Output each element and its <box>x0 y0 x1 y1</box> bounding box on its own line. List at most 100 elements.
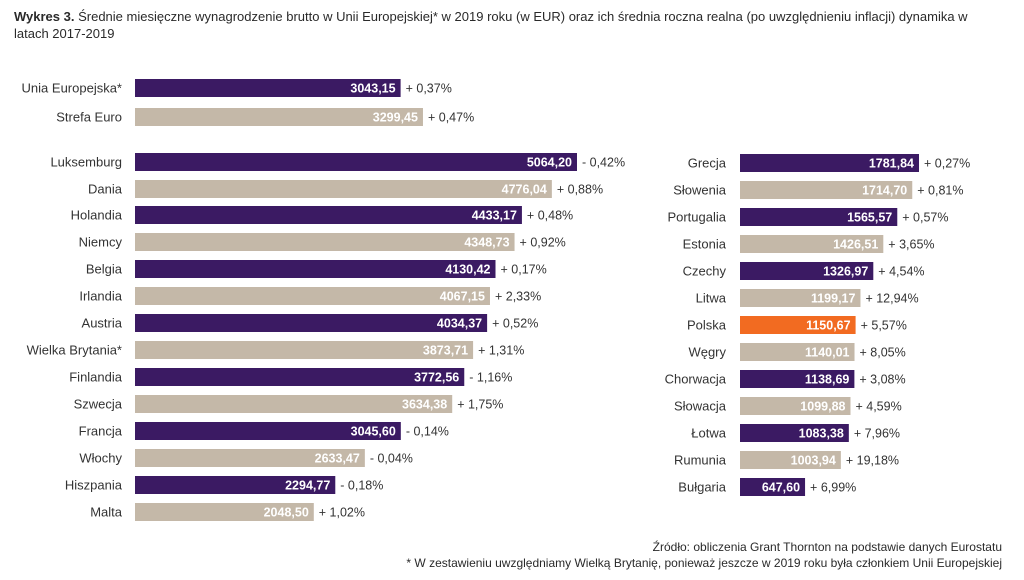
chart-title: Wykres 3. Średnie miesięczne wynagrodzen… <box>14 8 1004 42</box>
value-label: 1140,01 <box>805 346 850 360</box>
left-panel: Unia Europejska* 3043,15 + 0,37% Strefa Eur… <box>22 79 625 521</box>
bar <box>135 153 577 171</box>
bar <box>740 397 851 415</box>
bar <box>135 108 423 126</box>
source-note: Źródło: obliczenia Grant Thornton na pod… <box>652 540 1002 554</box>
bar <box>135 341 474 359</box>
value-label: 1150,67 <box>806 319 851 333</box>
bar <box>740 424 849 442</box>
bar <box>135 368 465 386</box>
value-label: 4130,42 <box>445 263 490 277</box>
category-label: Szwecja <box>74 397 123 412</box>
value-label: 1565,57 <box>847 211 892 225</box>
value-label: 1199,17 <box>811 292 856 306</box>
category-label: Czechy <box>683 264 727 279</box>
change-label: + 12,94% <box>865 292 918 306</box>
change-label: + 5,57% <box>861 319 907 333</box>
bar <box>740 370 855 388</box>
category-label: Węgry <box>688 345 726 360</box>
change-label: + 7,96% <box>854 427 900 441</box>
change-label: + 2,33% <box>495 290 541 304</box>
change-label: + 0,17% <box>501 263 547 277</box>
bar <box>135 422 401 440</box>
value-label: 3873,71 <box>423 344 468 358</box>
change-label: + 4,54% <box>878 265 924 279</box>
value-label: 1003,94 <box>791 454 836 468</box>
value-label: 2633,47 <box>315 452 360 466</box>
value-label: 4433,17 <box>472 209 517 223</box>
change-label: - 1,16% <box>469 371 512 385</box>
value-label: 4776,04 <box>502 183 547 197</box>
category-label: Wielka Brytania* <box>27 343 122 358</box>
change-label: + 0,52% <box>492 317 538 331</box>
bar <box>740 289 861 307</box>
bar <box>740 181 913 199</box>
value-label: 1714,70 <box>862 184 907 198</box>
category-label: Słowacja <box>674 399 727 414</box>
value-label: 1781,84 <box>869 157 914 171</box>
value-label: 3772,56 <box>414 371 459 385</box>
value-label: 4067,15 <box>440 290 485 304</box>
category-label: Francja <box>79 424 123 439</box>
category-label: Grecja <box>688 156 727 171</box>
value-label: 2294,77 <box>285 479 330 493</box>
category-label: Austria <box>82 316 123 331</box>
change-label: + 0,48% <box>527 209 573 223</box>
change-label: + 4,59% <box>855 400 901 414</box>
footnote: * W zestawieniu uwzględniamy Wielką Bryt… <box>406 556 1002 570</box>
category-label: Irlandia <box>79 289 122 304</box>
value-label: 5064,20 <box>527 156 572 170</box>
bar <box>740 451 841 469</box>
category-label: Rumunia <box>674 453 727 468</box>
value-label: 1099,88 <box>800 400 845 414</box>
category-label: Unia Europejska* <box>22 81 122 96</box>
category-label: Bułgaria <box>678 480 726 495</box>
change-label: + 3,08% <box>859 373 905 387</box>
right-panel: Grecja 1781,84 + 0,27% Słowenia 1714,70 + 0,8… <box>665 154 970 496</box>
change-label: + 1,31% <box>478 344 524 358</box>
category-label: Litwa <box>696 291 727 306</box>
change-label: - 0,14% <box>406 425 449 439</box>
category-label: Malta <box>90 505 123 520</box>
change-label: + 19,18% <box>846 454 899 468</box>
category-label: Hiszpania <box>65 478 123 493</box>
category-label: Strefa Euro <box>56 110 122 125</box>
category-label: Łotwa <box>691 426 726 441</box>
change-label: + 0,81% <box>917 184 963 198</box>
change-label: - 0,42% <box>582 156 625 170</box>
change-label: + 1,02% <box>319 506 365 520</box>
value-label: 1426,51 <box>833 238 878 252</box>
category-label: Polska <box>687 318 727 333</box>
change-label: + 0,88% <box>557 183 603 197</box>
bar <box>740 343 855 361</box>
change-label: + 3,65% <box>888 238 934 252</box>
bar <box>740 478 806 496</box>
value-label: 3043,15 <box>350 82 395 96</box>
value-label: 2048,50 <box>264 506 309 520</box>
change-label: + 0,57% <box>902 211 948 225</box>
bar <box>135 233 515 251</box>
value-label: 1083,38 <box>799 427 844 441</box>
change-label: + 0,37% <box>406 82 452 96</box>
bar <box>135 503 314 521</box>
category-label: Luksemburg <box>50 155 122 170</box>
change-label: + 0,27% <box>924 157 970 171</box>
bar <box>740 316 856 334</box>
category-label: Portugalia <box>667 210 726 225</box>
value-label: 647,60 <box>762 481 800 495</box>
bar <box>740 235 884 253</box>
category-label: Dania <box>88 182 123 197</box>
bar <box>135 476 336 494</box>
chart-title-text: Średnie miesięczne wynagrodzenie brutto … <box>14 9 968 41</box>
bar <box>135 287 490 305</box>
value-label: 4034,37 <box>437 317 482 331</box>
bar <box>135 180 552 198</box>
bar <box>740 208 898 226</box>
change-label: + 1,75% <box>457 398 503 412</box>
category-label: Belgia <box>86 262 123 277</box>
bar <box>135 260 496 278</box>
change-label: + 8,05% <box>860 346 906 360</box>
category-label: Chorwacja <box>665 372 727 387</box>
category-label: Słowenia <box>673 183 727 198</box>
